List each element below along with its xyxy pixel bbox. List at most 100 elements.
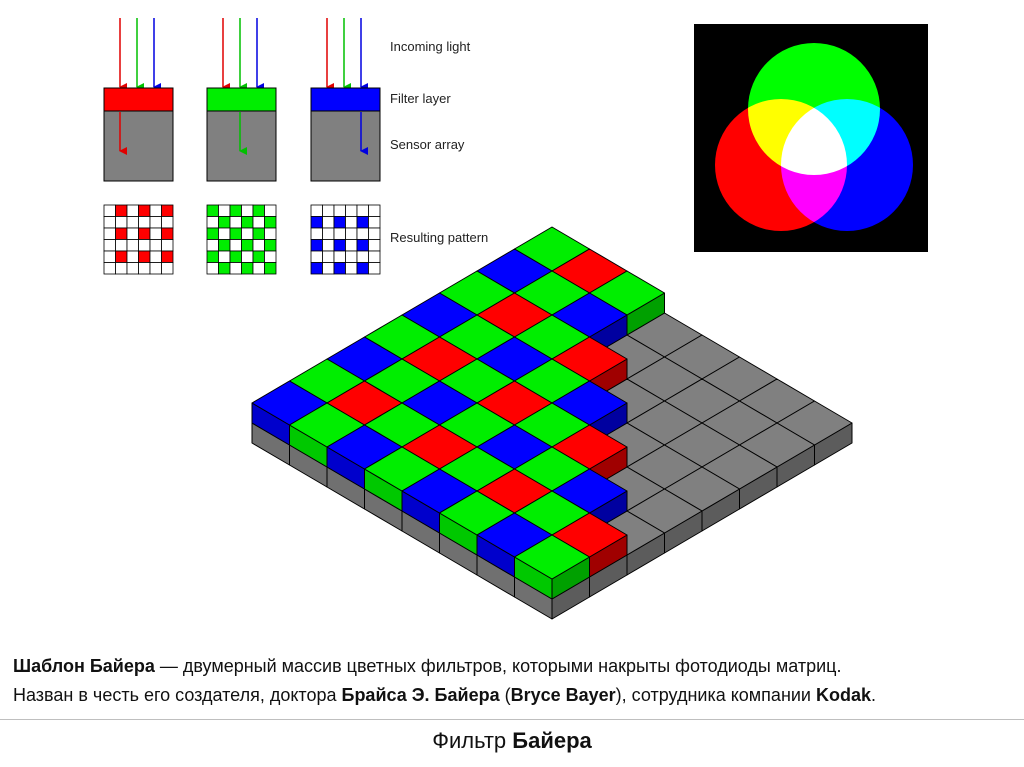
pattern-cell <box>322 239 335 252</box>
pattern-cell <box>103 250 116 263</box>
pattern-cell <box>345 239 358 252</box>
blue-filter-column <box>310 18 381 275</box>
description-text: Шаблон Байера — двумерный массив цветных… <box>13 652 1013 710</box>
pattern-cell <box>310 227 323 240</box>
pattern-cell <box>229 250 242 263</box>
pattern-cell <box>161 227 174 240</box>
pattern-cell <box>368 227 381 240</box>
pattern-cell <box>264 227 277 240</box>
pattern-cell <box>138 239 151 252</box>
pattern-cell <box>356 227 369 240</box>
pattern-cell <box>264 239 277 252</box>
pattern-cell <box>206 250 219 263</box>
blue-circle <box>781 99 913 231</box>
green-filter-rect <box>206 87 277 112</box>
pattern-cell <box>322 262 335 275</box>
pattern-cell <box>161 204 174 217</box>
pattern-cell <box>103 262 116 275</box>
incoming-light-label: Incoming light <box>390 39 471 54</box>
pattern-cell <box>356 262 369 275</box>
pattern-cell <box>310 262 323 275</box>
pattern-cell <box>368 250 381 263</box>
pattern-cell <box>149 262 162 275</box>
page-title: Фильтр Байера <box>432 728 592 753</box>
pattern-cell <box>264 250 277 263</box>
pattern-cell <box>149 239 162 252</box>
filter-columns <box>103 18 381 275</box>
pattern-cell <box>241 250 254 263</box>
pattern-cell <box>126 216 139 229</box>
pattern-cell <box>229 204 242 217</box>
pattern-cell <box>161 216 174 229</box>
pattern-cell <box>126 250 139 263</box>
pattern-cell <box>149 204 162 217</box>
pattern-cell <box>206 262 219 275</box>
pattern-cell <box>356 250 369 263</box>
pattern-cell <box>345 227 358 240</box>
pattern-cell <box>149 250 162 263</box>
pattern-cell <box>333 204 346 217</box>
pattern-cell <box>206 227 219 240</box>
pattern-cell <box>264 216 277 229</box>
pattern-cell <box>345 216 358 229</box>
pattern-cell <box>241 239 254 252</box>
pattern-cell <box>264 204 277 217</box>
pattern-cell <box>229 216 242 229</box>
blue-resulting-pattern <box>310 204 381 275</box>
pattern-cell <box>218 239 231 252</box>
pattern-cell <box>252 262 265 275</box>
pattern-cell <box>322 250 335 263</box>
pattern-cell <box>149 216 162 229</box>
description-line-1: Шаблон Байера — двумерный массив цветных… <box>13 656 842 676</box>
pattern-cell <box>218 227 231 240</box>
description-line-2: Назван в честь его создателя, доктора Бр… <box>13 685 877 705</box>
pattern-cell <box>103 204 116 217</box>
pattern-cell <box>333 216 346 229</box>
sensor-block <box>206 110 277 182</box>
pattern-cell <box>322 216 335 229</box>
filter-cell <box>514 534 590 580</box>
pattern-cell <box>368 204 381 217</box>
pattern-cell <box>115 250 128 263</box>
pattern-cell <box>149 227 162 240</box>
pattern-cell <box>138 216 151 229</box>
pattern-cell <box>161 239 174 252</box>
pattern-cell <box>322 227 335 240</box>
pattern-cell <box>310 250 323 263</box>
pattern-cell <box>161 250 174 263</box>
pattern-cell <box>310 204 323 217</box>
pattern-cell <box>126 204 139 217</box>
pattern-cell <box>115 204 128 217</box>
pattern-cell <box>103 239 116 252</box>
sensor-block <box>103 110 174 182</box>
pattern-cell <box>310 216 323 229</box>
pattern-cell <box>206 216 219 229</box>
pattern-cell <box>252 204 265 217</box>
pattern-cell <box>356 216 369 229</box>
pattern-cell <box>138 262 151 275</box>
pattern-cell <box>368 262 381 275</box>
pattern-cell <box>356 204 369 217</box>
pattern-cell <box>322 204 335 217</box>
blue-filter-rect <box>310 87 381 112</box>
pattern-cell <box>115 227 128 240</box>
pattern-cell <box>126 227 139 240</box>
pattern-cell <box>115 262 128 275</box>
pattern-cell <box>345 250 358 263</box>
pattern-cell <box>218 216 231 229</box>
sensor-array-label: Sensor array <box>390 137 465 152</box>
pattern-cell <box>161 262 174 275</box>
pattern-cell <box>138 227 151 240</box>
pattern-cell <box>264 262 277 275</box>
pattern-cell <box>103 227 116 240</box>
pattern-cell <box>241 204 254 217</box>
red-resulting-pattern <box>103 204 174 275</box>
divider-line <box>0 719 1024 720</box>
pattern-cell <box>241 216 254 229</box>
pattern-cell <box>103 216 116 229</box>
pattern-cell <box>206 204 219 217</box>
pattern-cell <box>368 239 381 252</box>
pattern-cell <box>229 239 242 252</box>
pattern-cell <box>126 262 139 275</box>
